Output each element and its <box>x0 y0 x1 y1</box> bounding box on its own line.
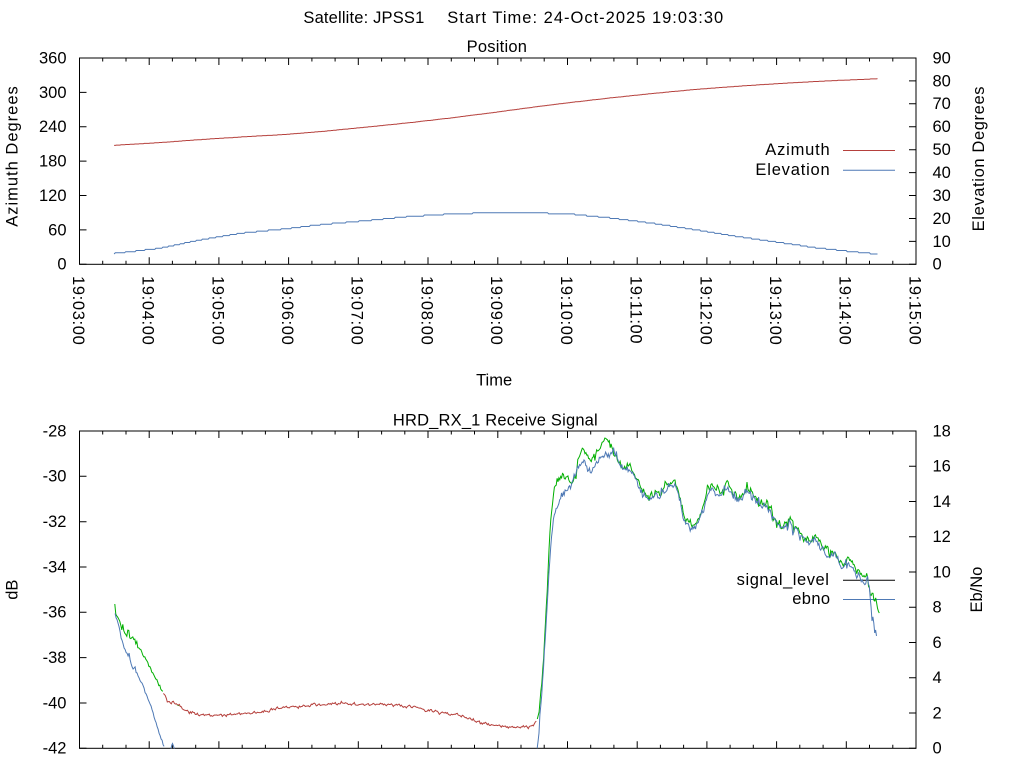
svg-text:240: 240 <box>39 118 67 136</box>
svg-text:90: 90 <box>933 49 951 67</box>
svg-text:ebno: ebno <box>792 590 830 608</box>
svg-text:60: 60 <box>933 118 951 136</box>
svg-text:18: 18 <box>933 422 951 440</box>
svg-text:50: 50 <box>933 141 951 159</box>
svg-text:-32: -32 <box>43 513 67 531</box>
svg-text:40: 40 <box>933 164 951 182</box>
svg-text:80: 80 <box>933 72 951 90</box>
svg-text:19:04:00: 19:04:00 <box>139 276 157 345</box>
svg-text:-38: -38 <box>43 649 67 667</box>
svg-text:70: 70 <box>933 95 951 113</box>
svg-text:Start Time: 24-Oct-2025 19:03:: Start Time: 24-Oct-2025 19:03:30 <box>447 9 724 27</box>
svg-text:HRD_RX_1 Receive Signal: HRD_RX_1 Receive Signal <box>393 412 598 430</box>
svg-text:300: 300 <box>39 84 67 102</box>
svg-text:19:08:00: 19:08:00 <box>417 276 435 345</box>
svg-text:2: 2 <box>933 704 942 722</box>
svg-text:-30: -30 <box>43 468 67 486</box>
svg-text:-34: -34 <box>43 558 67 576</box>
svg-text:Azimuth: Azimuth <box>765 141 830 159</box>
svg-text:19:12:00: 19:12:00 <box>696 276 714 345</box>
svg-text:12: 12 <box>933 528 951 546</box>
svg-text:0: 0 <box>933 256 942 274</box>
svg-text:120: 120 <box>39 187 67 205</box>
svg-text:-42: -42 <box>43 740 67 758</box>
svg-text:14: 14 <box>933 493 951 511</box>
svg-text:Elevation: Elevation <box>755 161 830 179</box>
svg-text:20: 20 <box>933 210 951 228</box>
svg-text:19:14:00: 19:14:00 <box>836 276 854 345</box>
svg-text:8: 8 <box>933 599 942 617</box>
svg-text:10: 10 <box>933 233 951 251</box>
svg-text:-40: -40 <box>43 694 67 712</box>
svg-text:30: 30 <box>933 187 951 205</box>
svg-text:Elevation Degrees: Elevation Degrees <box>970 86 988 232</box>
svg-text:0: 0 <box>57 256 66 274</box>
svg-text:19:11:00: 19:11:00 <box>627 276 645 344</box>
svg-text:19:06:00: 19:06:00 <box>278 276 296 345</box>
svg-text:19:15:00: 19:15:00 <box>905 276 923 345</box>
svg-text:-36: -36 <box>43 604 67 622</box>
svg-text:19:03:00: 19:03:00 <box>69 276 87 345</box>
svg-text:60: 60 <box>48 221 66 239</box>
svg-text:19:09:00: 19:09:00 <box>487 276 505 345</box>
svg-text:19:05:00: 19:05:00 <box>208 276 226 345</box>
svg-text:Time: Time <box>476 372 512 390</box>
svg-text:19:07:00: 19:07:00 <box>348 276 366 345</box>
svg-text:signal_level: signal_level <box>737 571 830 589</box>
svg-text:Eb/No: Eb/No <box>968 567 986 613</box>
svg-text:16: 16 <box>933 458 951 476</box>
svg-text:6: 6 <box>933 634 942 652</box>
svg-text:Satellite: JPSS1: Satellite: JPSS1 <box>303 9 424 27</box>
svg-text:dB: dB <box>4 580 22 600</box>
svg-text:Position: Position <box>467 38 528 56</box>
svg-text:10: 10 <box>933 563 951 581</box>
svg-text:0: 0 <box>933 740 942 758</box>
svg-text:360: 360 <box>39 49 67 67</box>
svg-text:-28: -28 <box>43 422 67 440</box>
svg-text:Azimuth Degrees: Azimuth Degrees <box>4 85 22 227</box>
svg-text:180: 180 <box>39 153 67 171</box>
svg-text:19:13:00: 19:13:00 <box>766 276 784 345</box>
svg-text:4: 4 <box>933 669 942 687</box>
svg-text:19:10:00: 19:10:00 <box>557 276 575 345</box>
